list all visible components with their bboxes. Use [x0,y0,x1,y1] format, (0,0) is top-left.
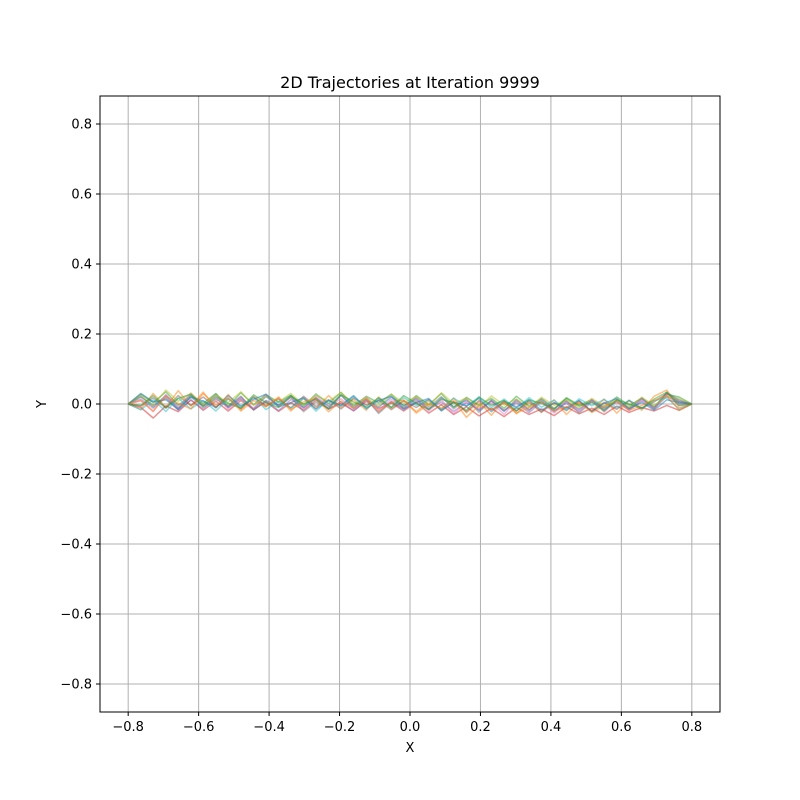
x-tick-label: −0.2 [324,720,356,735]
x-tick-label: −0.8 [112,720,144,735]
trajectory-line [127,395,693,413]
trajectory-line [128,391,692,412]
x-axis-ticks: −0.8 −0.6 −0.4 −0.2 0.0 0.2 0.4 0.6 0.8 [112,712,702,735]
y-tick-label: −0.4 [60,538,92,553]
y-tick-label: −0.8 [60,678,92,693]
chart-title: 2D Trajectories at Iteration 9999 [280,73,540,92]
y-tick-label: 0.6 [71,188,92,203]
x-tick-label: 0.4 [541,720,562,735]
x-tick-label: 0.8 [681,720,702,735]
y-tick-label: 0.4 [71,258,92,273]
x-tick-label: 0.0 [400,720,421,735]
x-tick-label: 0.6 [611,720,632,735]
y-tick-label: 0.8 [71,118,92,133]
y-tick-label: −0.2 [60,468,92,483]
x-tick-label: −0.6 [183,720,215,735]
y-axis-label: Y [35,400,50,409]
x-axis-label: X [406,741,415,756]
x-tick-label: −0.4 [253,720,285,735]
y-tick-label: 0.0 [71,398,92,413]
x-tick-label: 0.2 [470,720,491,735]
y-tick-label: 0.2 [71,328,92,343]
trajectory-line [128,392,693,419]
y-axis-ticks: −0.8 −0.6 −0.4 −0.2 0.0 0.2 0.4 0.6 0.8 [60,118,100,693]
y-tick-label: −0.6 [60,608,92,623]
trajectory-series [127,389,693,419]
